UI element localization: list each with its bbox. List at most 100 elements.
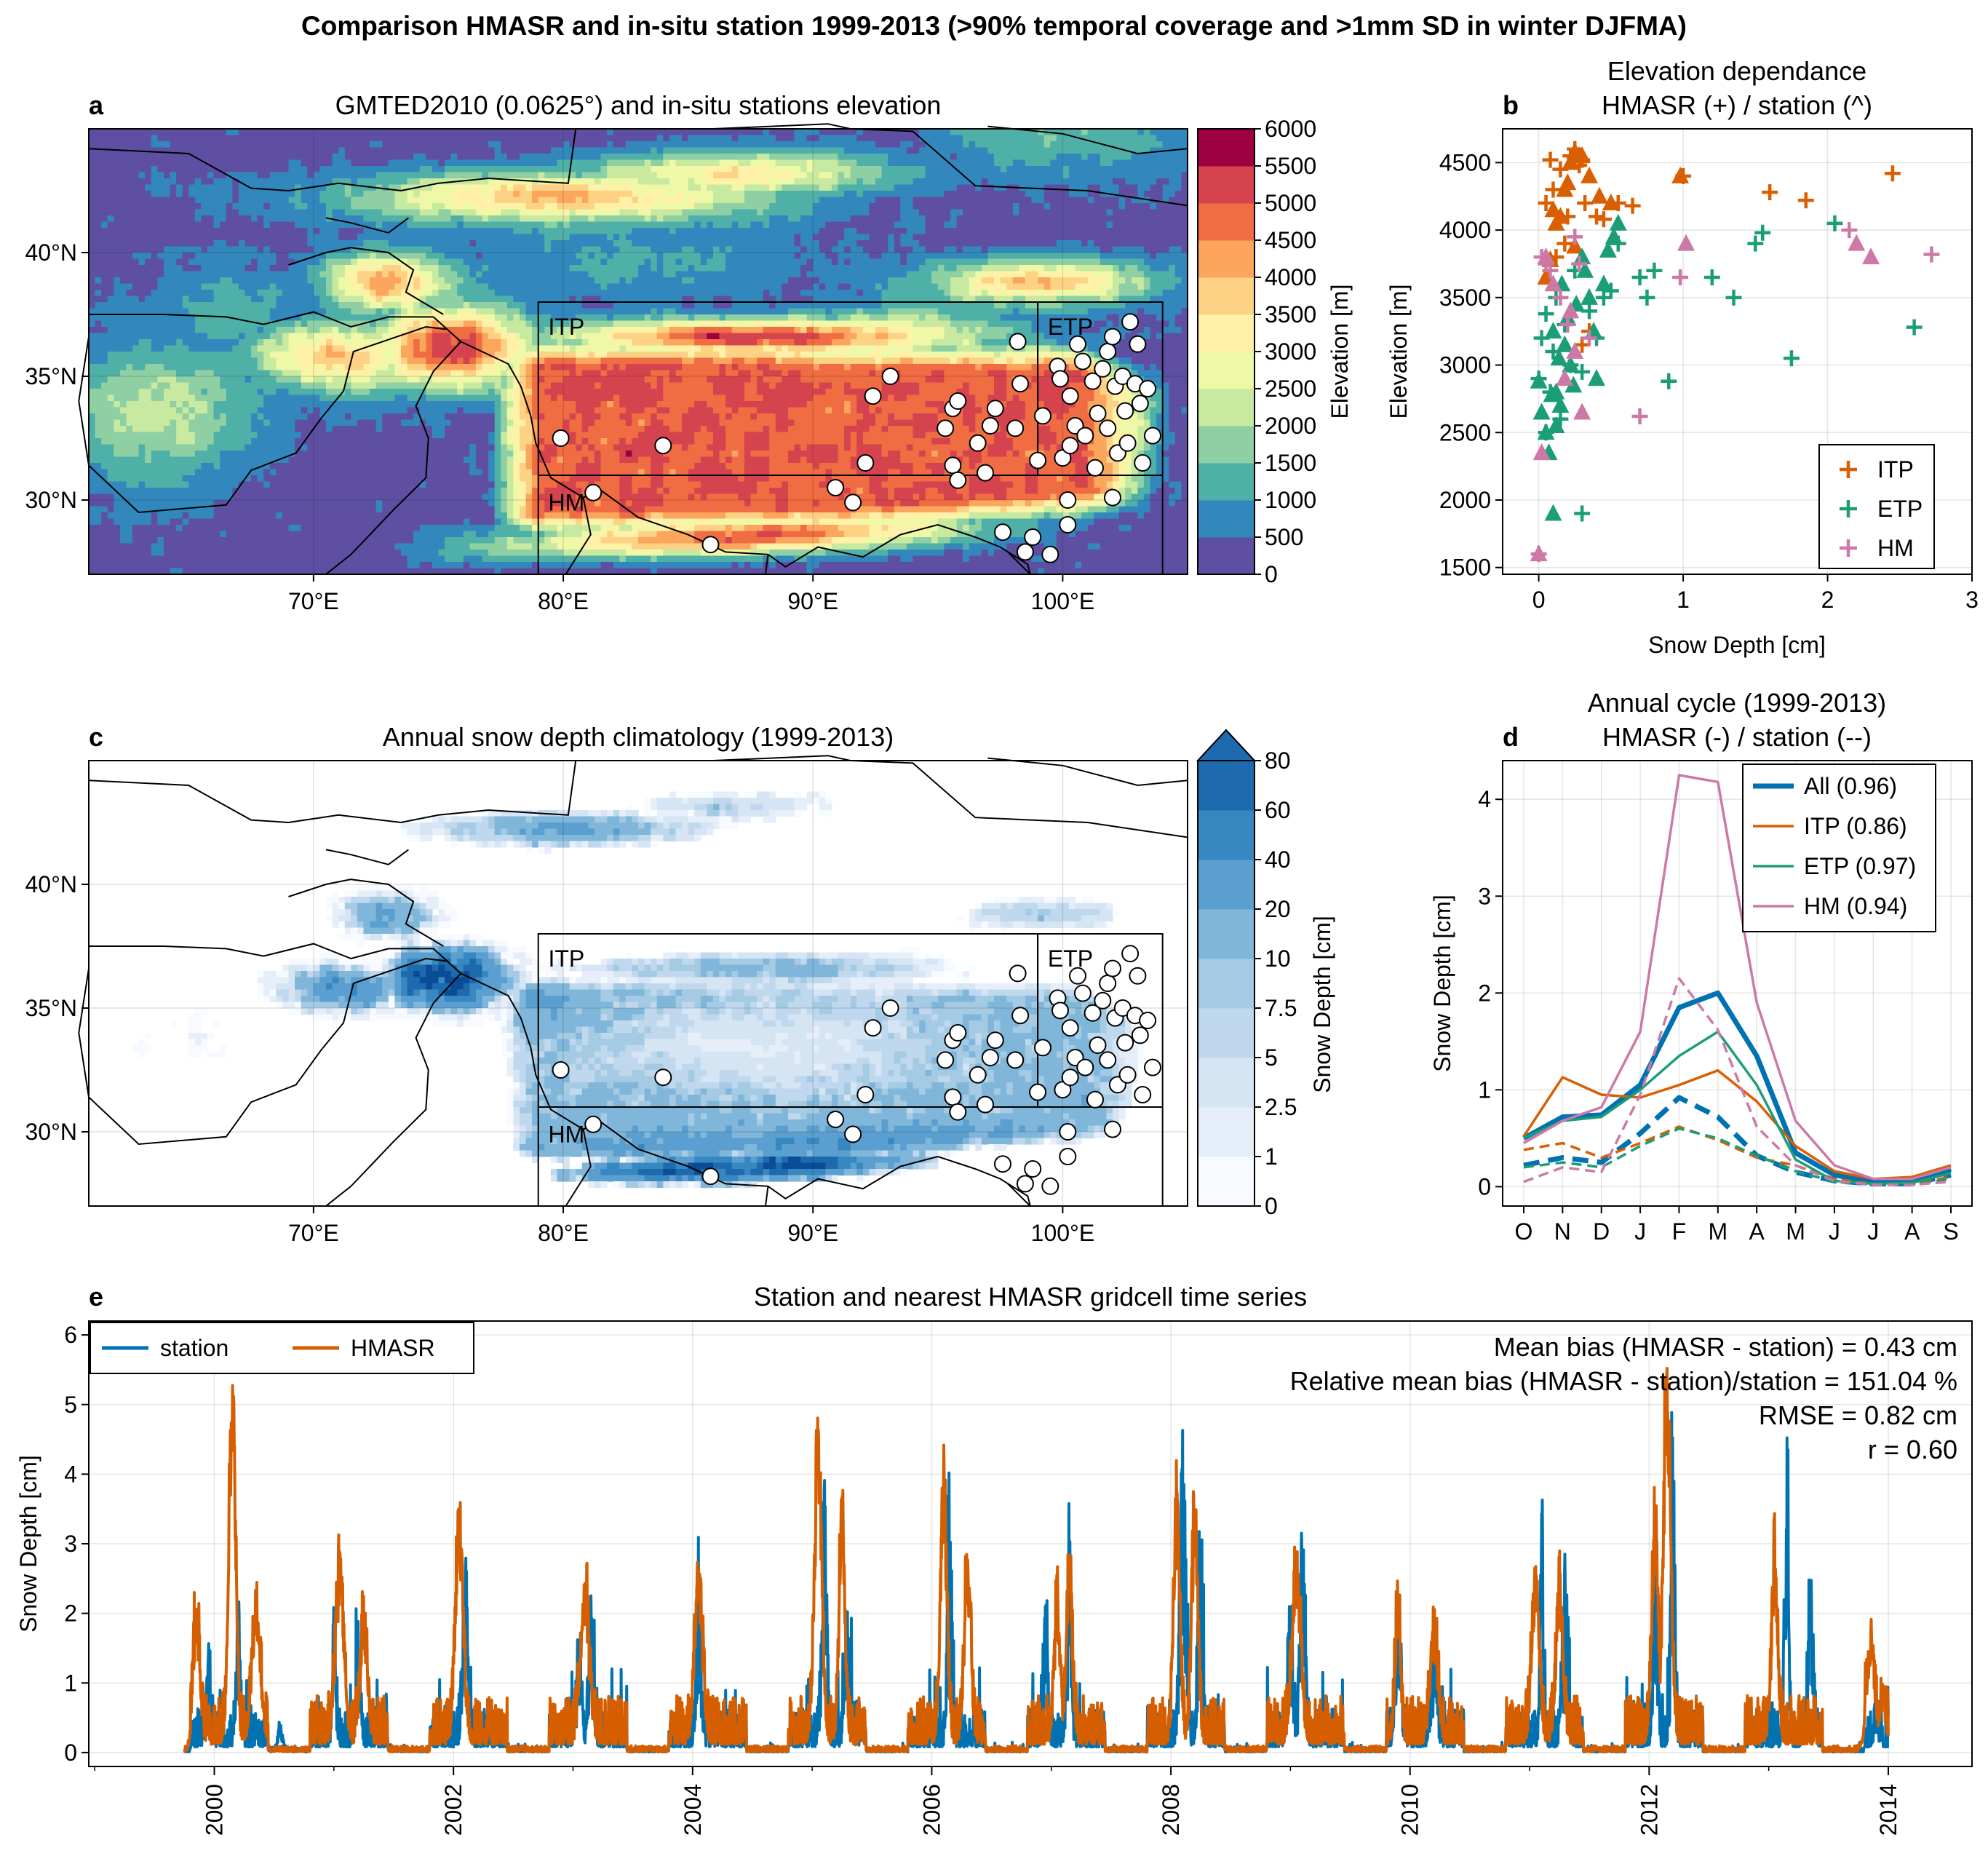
elevation-cell <box>482 357 496 365</box>
elevation-cell <box>700 493 707 501</box>
elevation-cell <box>862 129 920 136</box>
snow-cell <box>295 989 302 996</box>
elevation-cell <box>457 221 464 229</box>
elevation-cell <box>919 314 926 322</box>
snow-cell <box>775 1039 782 1046</box>
elevation-cell <box>332 265 346 272</box>
elevation-cell <box>501 444 508 451</box>
elevation-cell <box>363 364 377 371</box>
snow-cell <box>607 816 620 823</box>
elevation-cell <box>694 197 714 204</box>
elevation-cell <box>744 469 770 476</box>
elevation-cell <box>994 296 1014 303</box>
snow-cell <box>913 1082 932 1090</box>
snow-cell <box>969 1051 976 1058</box>
snow-cell <box>501 959 508 966</box>
elevation-cell <box>613 314 645 322</box>
snow-cell <box>1062 921 1076 929</box>
elevation-cell <box>719 352 726 359</box>
snow-cell <box>463 1020 483 1028</box>
elevation-cell <box>594 451 602 458</box>
elevation-cell <box>856 518 939 526</box>
elevation-cell <box>1113 463 1120 470</box>
elevation-cell <box>1038 389 1063 396</box>
elevation-cell <box>307 444 470 451</box>
elevation-cell <box>132 283 158 290</box>
elevation-cell <box>769 444 795 451</box>
snow-cell <box>669 983 677 991</box>
elevation-cell <box>170 451 196 458</box>
elevation-cell <box>1118 296 1151 303</box>
snow-cell <box>794 1020 845 1028</box>
snow-cell <box>326 983 333 991</box>
elevation-cell <box>963 339 970 346</box>
elevation-cell <box>1143 339 1188 346</box>
snow-cell <box>994 1076 1026 1083</box>
snow-cell <box>731 1107 751 1114</box>
elevation-cell <box>1038 469 1076 476</box>
snow-cell <box>457 940 464 947</box>
elevation-cell <box>89 376 108 384</box>
elevation-cell <box>319 413 346 421</box>
elevation-cell <box>501 493 508 501</box>
elevation-cell <box>532 456 539 464</box>
snow-cell <box>838 983 851 991</box>
snow-cell <box>194 1008 208 1015</box>
elevation-cell <box>1137 184 1151 191</box>
elevation-cell <box>856 488 864 495</box>
snow-cell <box>975 1095 982 1102</box>
elevation-cell <box>257 389 264 396</box>
snow-cell <box>800 1058 857 1065</box>
elevation-cell <box>382 271 389 278</box>
elevation-cell <box>669 469 677 476</box>
snow-cell <box>688 822 701 830</box>
snow-cell <box>644 1014 664 1021</box>
snow-cell <box>576 1138 614 1145</box>
elevation-cell <box>1000 314 1108 322</box>
elevation-cell <box>520 389 533 396</box>
elevation-cell <box>581 531 602 538</box>
elevation-cell <box>89 500 114 507</box>
snow-cell <box>869 1076 907 1083</box>
elevation-cell <box>850 401 857 408</box>
snow-cell <box>906 1026 914 1034</box>
elevation-cell <box>1150 184 1164 191</box>
snow-cell <box>688 828 695 836</box>
elevation-cell <box>394 283 408 290</box>
elevation-cell <box>307 320 370 328</box>
snow-cell <box>832 977 851 984</box>
elevation-cell <box>89 444 114 451</box>
elevation-cell <box>151 290 215 297</box>
elevation-cell <box>1169 456 1188 464</box>
snow-cell <box>744 1008 752 1015</box>
snow-cell <box>981 989 989 996</box>
snow-cell <box>594 816 608 823</box>
elevation-cell <box>782 525 801 532</box>
elevation-cell <box>1025 357 1045 365</box>
elevation-cell <box>307 265 327 272</box>
snow-cell <box>981 1082 1007 1090</box>
elevation-cell <box>263 413 308 421</box>
snow-cell <box>532 816 595 823</box>
elevation-cell <box>301 370 308 377</box>
elevation-cell <box>482 382 496 389</box>
elevation-cell <box>744 451 752 458</box>
elevation-cell <box>1150 413 1157 421</box>
elevation-cell <box>763 555 770 563</box>
snow-cell <box>744 791 758 798</box>
snow-cell <box>819 791 826 798</box>
elevation-cell <box>856 506 883 513</box>
snow-cell <box>625 996 658 1003</box>
elevation-cell <box>501 469 508 476</box>
snow-cell <box>769 977 776 984</box>
elevation-cell <box>1025 475 1038 483</box>
snow-cell <box>1100 1125 1108 1133</box>
snow-cell <box>445 828 452 836</box>
snow-cell <box>276 996 283 1003</box>
snow-cell <box>319 959 327 966</box>
snow-cell <box>450 983 464 991</box>
snow-cell <box>969 1082 982 1090</box>
elevation-cell <box>488 531 533 538</box>
elevation-cell <box>201 283 239 290</box>
snow-cell <box>438 996 445 1003</box>
